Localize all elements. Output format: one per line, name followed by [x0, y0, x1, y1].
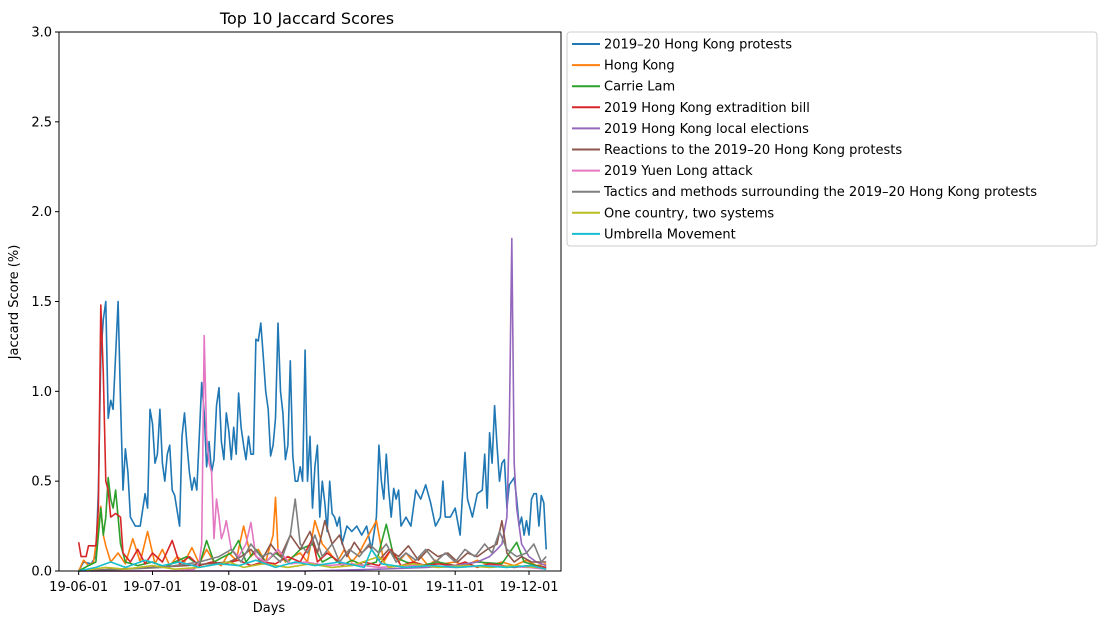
legend-label-9: One country, two systems [604, 206, 774, 221]
legend: 2019–20 Hong Kong protests Hong Kong Carri… [566, 31, 1098, 247]
y-axis: 0.0 0.5 1.0 1.5 2.0 2.5 3.0 [31, 26, 59, 580]
y-axis-label: Jaccard Score (%) [7, 245, 22, 361]
series-line-8 [78, 498, 547, 572]
legend-label-8: Tactics and methods surrounding the 2019… [603, 185, 1037, 200]
legend-label-4: 2019 Hong Kong extradition bill [604, 101, 810, 116]
x-tick-label: 19-08-01 [199, 580, 258, 595]
legend-label-2: Hong Kong [604, 59, 675, 74]
x-tick-label: 19-09-01 [276, 580, 335, 595]
legend-label-3: Carrie Lam [604, 80, 675, 95]
legend-label-10: Umbrella Movement [604, 227, 736, 242]
y-tick-label: 3.0 [31, 26, 52, 41]
x-tick-label: 19-06-01 [49, 580, 108, 595]
legend-label-6: Reactions to the 2019–20 Hong Kong prote… [604, 143, 902, 158]
y-tick-label: 2.5 [31, 115, 52, 130]
legend-frame [566, 31, 1098, 247]
x-tick-label: 19-07-01 [123, 580, 182, 595]
x-axis: 19-06-01 19-07-01 19-08-01 19-09-01 19-10-01… [49, 571, 559, 595]
y-tick-label: 0.5 [31, 475, 52, 490]
y-tick-label: 2.0 [31, 205, 52, 220]
x-axis-label: Days [253, 601, 286, 616]
x-tick-label: 19-11-01 [426, 580, 485, 595]
series-line-1 [77, 300, 547, 572]
series-line-10 [78, 548, 547, 572]
y-tick-label: 0.0 [31, 565, 52, 580]
series-line-4 [77, 304, 547, 569]
x-tick-label: 19-10-01 [349, 580, 408, 595]
legend-label-1: 2019–20 Hong Kong protests [604, 38, 792, 53]
legend-label-5: 2019 Hong Kong local elections [604, 122, 809, 137]
y-tick-label: 1.5 [31, 295, 52, 310]
x-tick-label: 19-12-01 [500, 580, 559, 595]
y-tick-label: 1.0 [31, 385, 52, 400]
legend-label-7: 2019 Yuen Long attack [604, 164, 753, 179]
chart-title: Top 10 Jaccard Scores [219, 9, 394, 28]
plot-area [77, 237, 547, 572]
axes-frame [58, 31, 562, 572]
